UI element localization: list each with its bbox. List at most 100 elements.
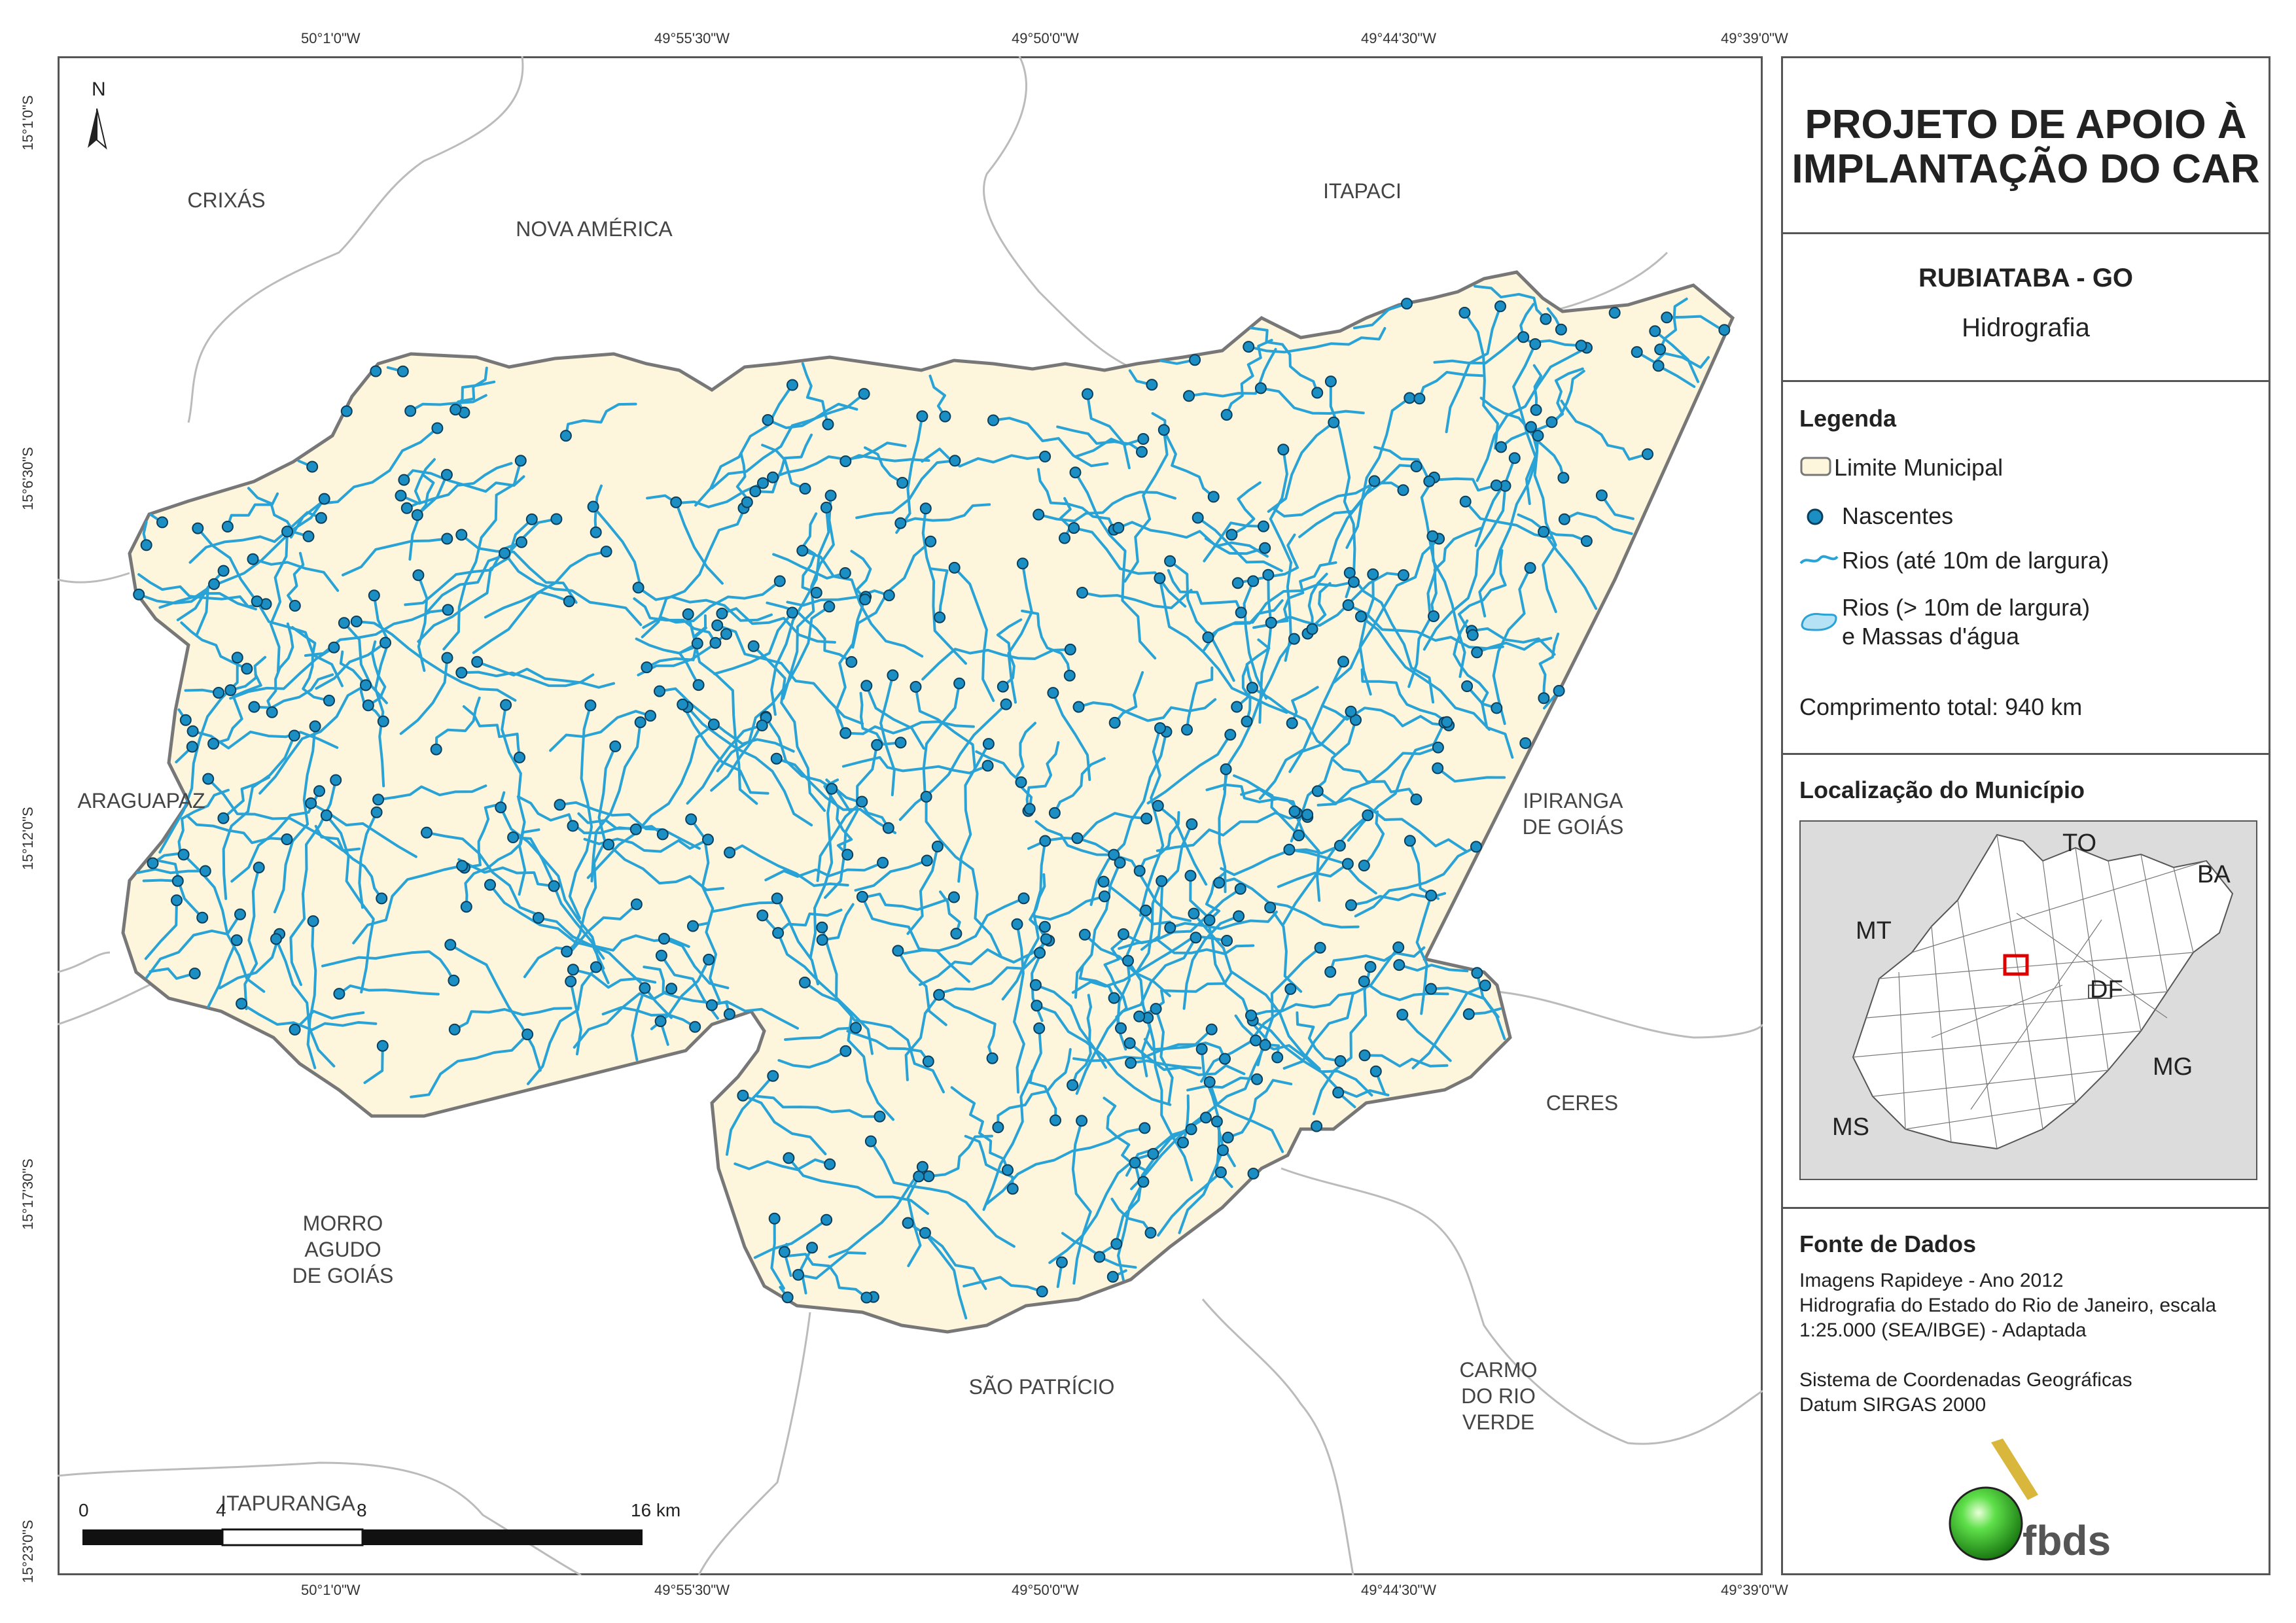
- river-segment: [953, 566, 995, 703]
- river-segment: [399, 656, 449, 735]
- spring-legend-icon: [1807, 508, 1824, 525]
- river-segment: [716, 623, 864, 725]
- river-segment: [1398, 964, 1469, 973]
- spring-point: [1034, 947, 1046, 959]
- spring-point: [328, 641, 340, 654]
- spring-point: [305, 797, 317, 809]
- river-segment: [816, 800, 864, 882]
- spring-point: [140, 539, 152, 551]
- spring-point: [806, 1242, 819, 1254]
- spring-point: [1222, 1131, 1234, 1143]
- river-segment: [1360, 668, 1449, 724]
- river-segment: [631, 986, 646, 1061]
- spring-point: [565, 975, 577, 988]
- river-segment: [1113, 671, 1144, 724]
- river-segment: [1252, 572, 1405, 629]
- river-segment: [1251, 1019, 1373, 1097]
- spring-point: [609, 740, 622, 752]
- river-segment: [914, 685, 976, 771]
- river-segment: [963, 1276, 1044, 1293]
- spring-point: [550, 513, 563, 525]
- river-segment: [786, 589, 891, 607]
- river-segment: [1241, 663, 1252, 723]
- spring-point: [1157, 424, 1170, 436]
- river-segment: [733, 1158, 832, 1172]
- river-segment: [1563, 512, 1633, 535]
- spring-point: [1214, 1166, 1227, 1178]
- location-title: Localização do Município: [1799, 777, 2085, 803]
- river-segment: [821, 903, 855, 941]
- spring-point: [1426, 530, 1439, 542]
- spring-point: [1015, 776, 1027, 788]
- scale-label: 16 km: [631, 1500, 681, 1520]
- spring-point: [1217, 1144, 1229, 1157]
- spring-point: [767, 471, 779, 483]
- spring-point: [559, 430, 572, 442]
- river-segment: [230, 790, 321, 883]
- spring-point: [1247, 1168, 1260, 1179]
- spring-point: [1039, 835, 1051, 847]
- river-segment: [499, 806, 610, 985]
- river-segment: [1474, 285, 1547, 321]
- spring-point: [1243, 341, 1255, 353]
- inset-label-df: DF: [2090, 976, 2123, 1003]
- river-segment: [1316, 746, 1439, 807]
- spring-point: [1334, 1055, 1347, 1067]
- river-segment: [1182, 915, 1241, 1010]
- spring-point: [455, 667, 468, 679]
- spring-point: [632, 582, 645, 594]
- spring-point: [687, 920, 699, 932]
- spring-point: [1181, 724, 1193, 736]
- spring-point: [634, 716, 646, 729]
- spring-point: [1226, 529, 1238, 541]
- river-segment: [859, 691, 902, 746]
- river-segment: [777, 1049, 847, 1069]
- spring-point: [1428, 610, 1439, 622]
- spring-point: [1479, 979, 1491, 992]
- spring-point: [1108, 848, 1120, 861]
- spring-point: [691, 637, 703, 650]
- spring-point: [133, 588, 145, 601]
- location-inset-map: TO BA MT DF MG MS: [1799, 820, 2257, 1180]
- spring-point: [484, 879, 496, 891]
- spring-point: [1284, 983, 1297, 995]
- spring-point: [824, 489, 837, 502]
- spring-point: [600, 546, 612, 558]
- spring-point: [448, 1023, 461, 1036]
- spring-point: [306, 461, 319, 473]
- spring-point: [786, 606, 798, 619]
- spring-point: [910, 680, 922, 693]
- spring-point: [1575, 340, 1587, 352]
- north-label: N: [92, 79, 106, 100]
- river-segment: [663, 937, 730, 990]
- river-segment: [442, 459, 522, 651]
- spring-point: [645, 710, 656, 722]
- river-segment: [1352, 302, 1408, 330]
- spring-point: [1311, 387, 1324, 399]
- spring-point: [590, 961, 602, 973]
- spring-point: [1314, 941, 1326, 954]
- longitude-label-bottom: 49°44'30"W: [1361, 1582, 1436, 1598]
- spring-point: [1023, 803, 1036, 815]
- spring-point: [495, 801, 507, 814]
- logo-bar: [1991, 1439, 2038, 1500]
- river-segment: [366, 640, 387, 707]
- spring-point: [792, 1268, 804, 1281]
- spring-point: [1188, 907, 1200, 920]
- river-segment: [144, 899, 178, 960]
- river-segment: [1259, 387, 1365, 415]
- spring-point: [839, 567, 851, 579]
- river-segment: [1186, 1076, 1259, 1092]
- spring-point: [1213, 877, 1226, 889]
- spring-point: [1494, 300, 1506, 313]
- river-segment: [402, 469, 525, 493]
- spring-point: [411, 509, 423, 521]
- river-segment: [919, 939, 1051, 986]
- spring-point: [1189, 354, 1201, 366]
- spring-point: [1106, 1270, 1119, 1283]
- panel-divider: [1783, 232, 2269, 234]
- river-segment: [571, 968, 657, 989]
- river-segment: [1422, 484, 1507, 651]
- river-segment: [720, 607, 836, 644]
- spring-point: [1718, 324, 1731, 336]
